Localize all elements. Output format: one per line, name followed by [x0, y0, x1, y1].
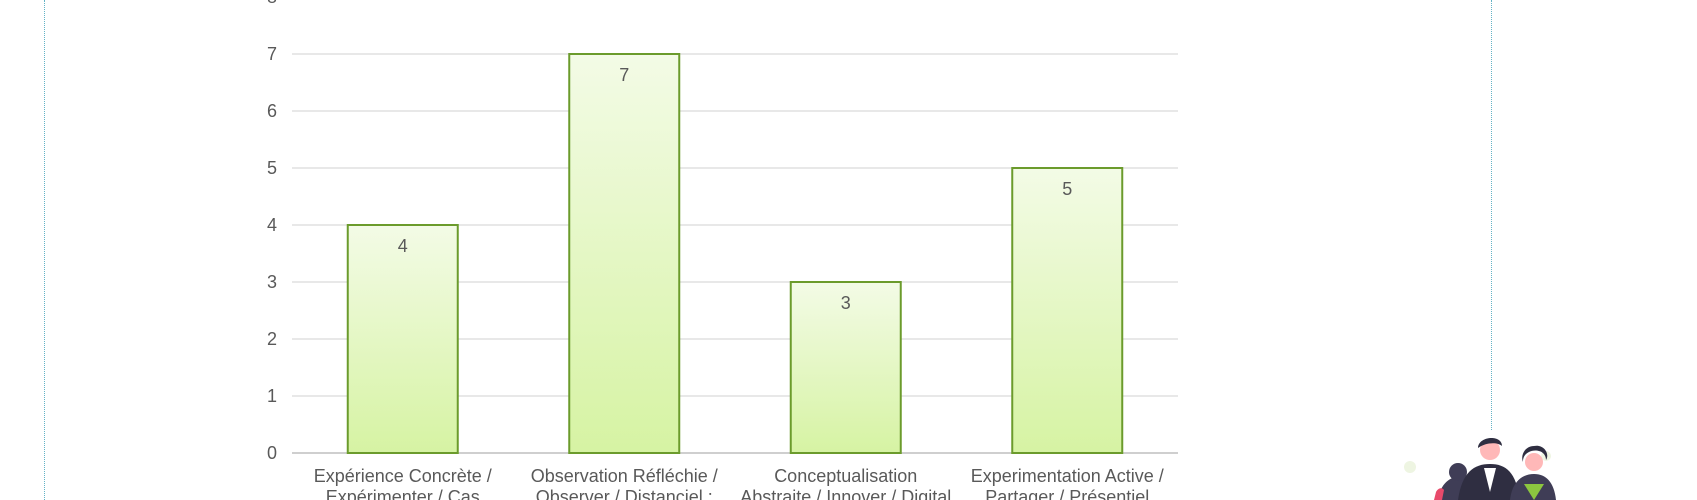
labels: 0 1 2 3 4 5 6 7 8 4 Expérience Concrète /Expérimen… [267, 0, 1164, 500]
x-tick-label-3: Partager / Présentiel [985, 487, 1149, 500]
y-tick-label: 5 [267, 158, 277, 178]
bar-0 [346, 224, 459, 454]
data-label-1: 7 [619, 65, 629, 85]
people-illustration-icon [1404, 437, 1556, 500]
y-tick-label: 7 [267, 44, 277, 64]
x-tick-label-2: Conceptualisation [774, 466, 917, 486]
bar-3 [1011, 167, 1124, 454]
bar-2 [789, 281, 902, 454]
bars [346, 53, 1124, 454]
x-tick-label-3: Experimentation Active / [971, 466, 1164, 486]
y-tick-label: 2 [267, 329, 277, 349]
data-label-2: 3 [841, 293, 851, 313]
x-tick-label-2: Abstraite / Innover / Digital [740, 487, 951, 500]
y-tick-label: 4 [267, 215, 277, 235]
y-tick-label: 0 [267, 443, 277, 463]
slide-frame-right-border [1491, 0, 1492, 430]
bar-1 [568, 53, 681, 454]
data-label-0: 4 [398, 236, 408, 256]
x-tick-label-0: Expérience Concrète / [314, 466, 492, 486]
y-tick-label: 8 [267, 0, 277, 7]
y-tick-label: 1 [267, 386, 277, 406]
y-tick-label: 6 [267, 101, 277, 121]
data-label-3: 5 [1062, 179, 1072, 199]
x-tick-label-1: Observation Réfléchie / [531, 466, 718, 486]
y-tick-label: 3 [267, 272, 277, 292]
slide-frame-left-border [44, 0, 45, 500]
x-tick-label-0: Expérimenter / Cas [326, 487, 480, 500]
x-tick-label-1: Observer / Distanciel : [536, 487, 713, 500]
